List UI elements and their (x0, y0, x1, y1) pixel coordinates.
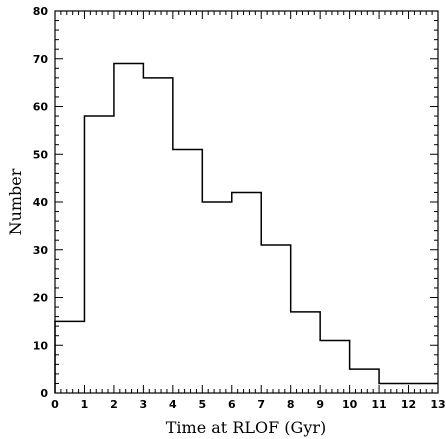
histogram-bar (173, 149, 202, 393)
y-tick-label: 60 (33, 101, 49, 114)
y-tick-label: 0 (40, 387, 48, 400)
x-tick-label: 12 (401, 398, 416, 411)
histogram-bar (261, 245, 290, 393)
x-tick-label: 4 (169, 398, 177, 411)
histogram-bar (114, 64, 143, 393)
y-axis-title: Number (6, 168, 25, 235)
x-tick-label: 11 (371, 398, 386, 411)
y-tick-label: 70 (33, 53, 49, 66)
x-axis-ticks: 0 1 2 3 4 5 6 7 8 9 10 11 12 13 (51, 11, 446, 411)
histogram-bar (350, 369, 379, 393)
x-tick-label: 2 (110, 398, 118, 411)
plot-frame (54, 10, 439, 394)
x-tick-label: 7 (257, 398, 265, 411)
y-tick-label: 40 (33, 196, 49, 209)
histogram-bar (291, 312, 320, 393)
x-tick-label: 8 (287, 398, 295, 411)
y-tick-label: 30 (33, 244, 49, 257)
x-tick-label: 6 (228, 398, 236, 411)
x-axis-title: Time at RLOF (Gyr) (166, 418, 327, 437)
x-tick-label: 3 (140, 398, 148, 411)
y-tick-label: 80 (33, 5, 49, 18)
x-tick-label: 1 (81, 398, 89, 411)
x-tick-label: 0 (51, 398, 59, 411)
histogram-bar (409, 383, 438, 393)
histogram-bins (55, 64, 438, 393)
y-tick-label: 50 (33, 148, 49, 161)
histogram-bar (143, 78, 172, 393)
x-tick-label: 13 (430, 398, 445, 411)
x-tick-label: 10 (342, 398, 358, 411)
x-tick-label: 5 (198, 398, 206, 411)
histogram-bar (84, 116, 113, 393)
histogram-bar (232, 192, 261, 393)
histogram-step-line (54, 62, 438, 393)
x-tick-label: 9 (316, 398, 324, 411)
histogram-bar (55, 321, 84, 393)
histogram-bar (202, 202, 231, 393)
y-axis-ticks: 0 10 20 30 40 50 60 70 80 (33, 5, 438, 400)
histogram-bar (320, 340, 349, 393)
y-tick-label: 10 (33, 339, 49, 352)
histogram-bar (379, 383, 408, 393)
y-tick-label: 20 (33, 292, 49, 305)
